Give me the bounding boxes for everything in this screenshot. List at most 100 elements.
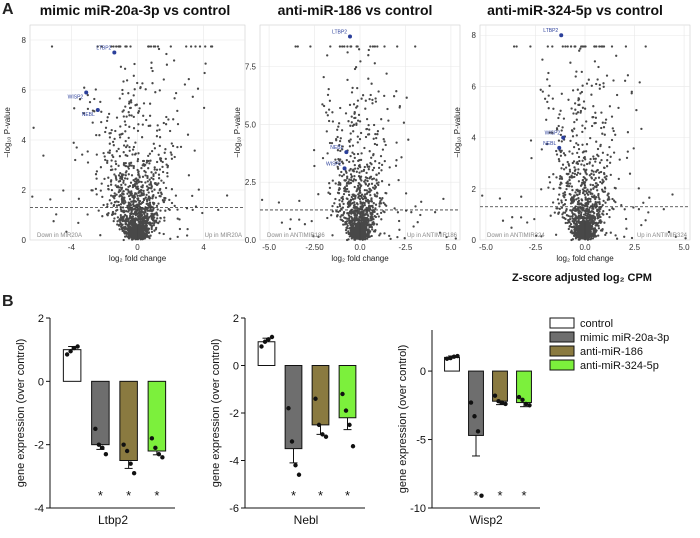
corner-down-label: Down in MIR20A <box>37 233 82 239</box>
replicate-point <box>93 426 98 432</box>
replicate-point <box>492 393 498 398</box>
replicate-point <box>347 422 352 428</box>
volcano-panel-1: mimic miR-20a-3p vs control LTBP2 WISP2 NEB… <box>3 2 246 263</box>
y-tick-label: 5.0 <box>245 120 257 129</box>
y-tick-label: 4 <box>22 136 27 145</box>
point-cloud <box>31 45 229 242</box>
corner-down-label: Down in ANTIMIR186 <box>267 233 325 239</box>
data-points <box>481 45 687 242</box>
y-tick-label: 4 <box>472 134 477 143</box>
significance-star: * <box>497 488 502 503</box>
replicate-point <box>103 451 109 457</box>
replicate-point <box>320 432 325 437</box>
y-tick-label: 8 <box>472 31 477 40</box>
corner-up-label: Up in ANTIMIR324 <box>637 233 688 239</box>
replicate-point <box>100 445 105 451</box>
replicate-point <box>68 349 73 354</box>
y-tick-label: 2 <box>233 313 239 325</box>
y-tick-label: -4 <box>229 456 239 468</box>
replicate-point <box>75 344 80 349</box>
replicate-point <box>266 337 271 342</box>
replicate-point <box>296 472 302 477</box>
y-axis-label: −log₁₀ P-value <box>233 107 242 158</box>
replicate-point <box>444 356 450 361</box>
replicate-point <box>523 401 529 407</box>
x-axis-label: log₂ fold change <box>331 254 389 263</box>
panel-b-label: B <box>2 293 14 310</box>
bar-4 <box>147 380 167 452</box>
corner-up-label: Up in MIR20A <box>205 233 242 239</box>
highlight-label-nebl: NEBL <box>330 145 343 151</box>
highlight-point-ltbp2 <box>559 33 564 38</box>
significance-star: * <box>291 488 296 503</box>
significance-star: * <box>154 488 159 503</box>
significance-star: * <box>473 488 478 503</box>
y-axis-label: −log₁₀ P-value <box>453 107 462 158</box>
highlight-label-wisp2: WISP2 <box>545 131 561 137</box>
legend-label-4: anti-miR-324-5p <box>580 360 659 372</box>
replicate-point <box>340 391 345 397</box>
y-tick-label: 6 <box>472 82 477 91</box>
volcano-title: anti-miR-186 vs control <box>278 2 433 18</box>
y-tick-label: 2 <box>38 313 44 325</box>
legend-swatch-2 <box>549 331 575 343</box>
highlight-point-wisp2 <box>342 166 347 171</box>
x-tick-label: 5.0 <box>445 243 457 252</box>
bar-3 <box>119 380 138 462</box>
x-tick-label: 0.0 <box>354 243 366 252</box>
replicate-point <box>64 352 70 357</box>
bar-panel-nebl: -6 -4 -2 0 2 * * * Nebl gene expression (over con… <box>210 313 365 527</box>
replicate-point <box>124 448 130 454</box>
bar-2 <box>91 380 110 446</box>
replicate-point <box>293 463 298 468</box>
y-tick-label: 8 <box>22 36 27 45</box>
corner-up-label: Up in ANTIMIR186 <box>407 233 458 239</box>
y-tick-label: 2 <box>22 186 27 195</box>
replicate-point <box>259 344 264 349</box>
y-tick-label: -5 <box>416 435 426 447</box>
replicate-point <box>286 406 291 411</box>
replicate-point <box>343 408 349 413</box>
highlight-point-nebl <box>344 150 349 155</box>
replicate-point <box>121 442 126 447</box>
highlight-label-ltbp2: LTBP2 <box>332 30 347 36</box>
replicate-point <box>96 442 102 447</box>
highlight-label-nebl: NEBL <box>543 141 556 147</box>
zscore-label: Z-score adjusted log₂ CPM <box>512 272 652 284</box>
replicate-point <box>520 397 525 403</box>
volcano-panel-3: anti-miR-324-5p vs control LTBP2 WISP2 NEBL… <box>453 2 691 263</box>
replicate-point <box>516 394 522 400</box>
legend-label-1: control <box>580 318 613 330</box>
highlight-label-ltbp2: LTBP2 <box>96 46 111 52</box>
volcano-panel-2: anti-miR-186 vs control LTBP2 NEBL WISP2 Dow… <box>233 2 461 263</box>
highlight-point-wisp2 <box>561 135 566 140</box>
y-tick-label: -4 <box>34 503 44 515</box>
corner-down-label: Down in ANTIMIR324 <box>487 233 545 239</box>
x-tick-label: -5.0 <box>262 243 276 252</box>
replicate-point <box>527 403 532 408</box>
y-tick-label: 0 <box>472 236 477 245</box>
significance-star: * <box>345 488 350 503</box>
replicate-point <box>128 461 133 466</box>
y-tick-label: 0.0 <box>245 236 257 245</box>
replicate-point <box>451 354 457 359</box>
replicate-point <box>71 345 77 351</box>
replicate-point <box>455 353 460 359</box>
volcano-title: mimic miR-20a-3p vs control <box>40 2 231 18</box>
replicate-point <box>350 444 356 449</box>
x-tick-label: 5.0 <box>678 243 690 252</box>
y-tick-label: -2 <box>34 440 44 452</box>
significance-star: * <box>318 488 323 503</box>
highlight-label-ltbp2: LTBP2 <box>543 28 558 34</box>
y-axis-label: gene expression (over control) <box>210 339 222 488</box>
point-cloud <box>481 45 687 242</box>
replicate-point <box>289 439 295 444</box>
legend-label-2: mimic miR-20a-3p <box>580 332 669 344</box>
replicate-point <box>472 414 477 419</box>
gene-label: Ltbp2 <box>98 513 128 527</box>
volcano-title: anti-miR-324-5p vs control <box>487 2 663 18</box>
y-tick-label: 2 <box>472 185 477 194</box>
replicate-point <box>156 451 162 457</box>
y-tick-label: -10 <box>410 503 426 515</box>
